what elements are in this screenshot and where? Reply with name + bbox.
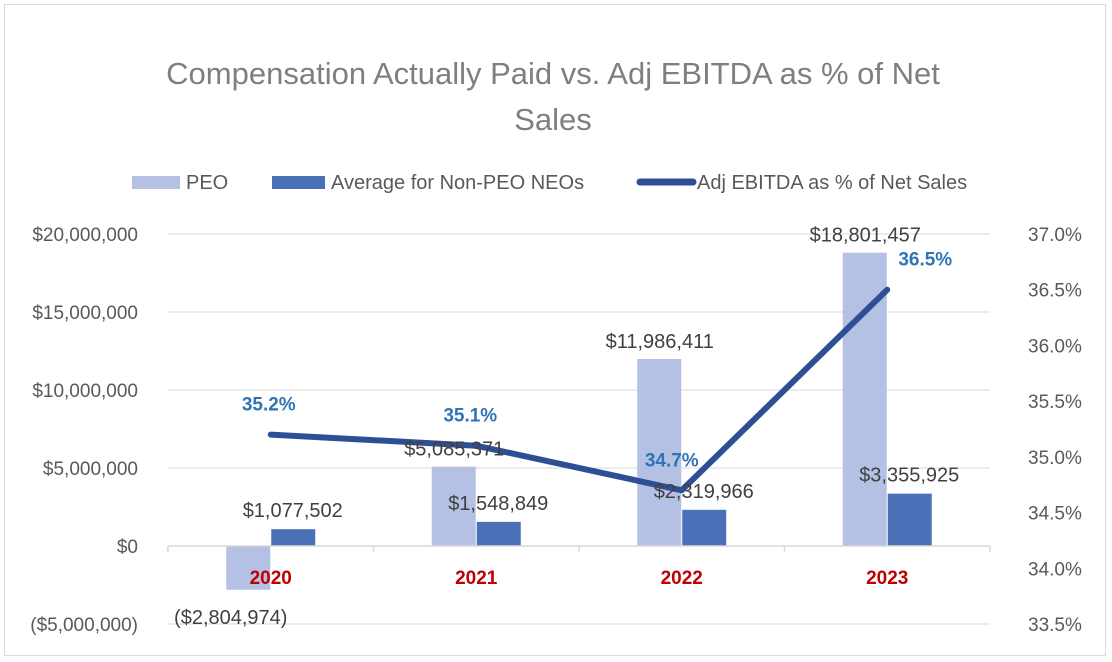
chart-title: Compensation Actually Paid vs. Adj EBITD… — [166, 56, 940, 137]
line-label-ebitda: 36.5% — [898, 250, 952, 271]
legend-swatch-peo — [132, 176, 180, 189]
bar-non-peo — [271, 529, 316, 546]
right-tick-label: 36.0% — [1028, 336, 1082, 357]
right-tick-label: 35.5% — [1028, 392, 1082, 413]
bar-label-non-peo: $1,548,849 — [448, 493, 548, 515]
chart-title-line-1: Compensation Actually Paid vs. Adj EBITD… — [166, 56, 940, 91]
bar-non-peo — [476, 521, 521, 546]
line-label-ebitda: 34.7% — [645, 450, 699, 471]
bar-label-non-peo: $3,355,925 — [859, 465, 959, 487]
right-tick-label: 36.5% — [1028, 281, 1082, 302]
legend-label-ebitda: Adj EBITDA as % of Net Sales — [697, 172, 967, 194]
bar-label-peo: $5,085,371 — [404, 439, 504, 461]
left-axis: $20,000,000 $15,000,000 $10,000,000 $5,000,… — [30, 225, 138, 636]
line-label-ebitda: 35.1% — [443, 406, 497, 427]
category-label: 2022 — [661, 568, 703, 589]
line-label-ebitda: 35.2% — [242, 395, 296, 416]
chart-legend: PEO Average for Non-PEO NEOs Adj EBITDA … — [132, 172, 967, 194]
chart-title-line-2: Sales — [514, 102, 592, 137]
bar-peo — [637, 359, 682, 546]
bar-data-labels: ($2,804,974) $1,077,502 $5,085,371 $1,548,8… — [174, 225, 959, 629]
ebitda-line-series — [267, 286, 891, 494]
category-labels: 2020 2021 2022 2023 — [250, 568, 909, 589]
ebitda-line — [267, 286, 891, 494]
right-tick-label: 35.0% — [1028, 448, 1082, 469]
bar-peo — [842, 252, 887, 546]
bar-label-non-peo: $2,319,966 — [654, 481, 754, 503]
right-tick-label: 34.0% — [1028, 559, 1082, 580]
bar-peo — [226, 546, 271, 590]
category-label: 2020 — [250, 568, 292, 589]
left-tick-label: $5,000,000 — [43, 459, 138, 480]
bar-peo — [431, 466, 476, 546]
left-tick-label: $15,000,000 — [32, 303, 138, 324]
left-tick-label: $10,000,000 — [32, 381, 138, 402]
left-tick-label: $20,000,000 — [32, 225, 138, 246]
category-label: 2023 — [866, 568, 908, 589]
chart-frame — [4, 4, 1106, 656]
left-tick-label: $0 — [117, 537, 138, 558]
line-data-labels: 35.2% 35.1% 34.7% 36.5% — [242, 250, 952, 472]
bar-series — [226, 252, 932, 590]
right-tick-label: 33.5% — [1028, 615, 1082, 636]
bar-label-peo: $18,801,457 — [810, 225, 921, 247]
bar-label-peo: ($2,804,974) — [174, 607, 287, 629]
bar-label-peo: $11,986,411 — [606, 331, 714, 353]
bar-non-peo — [887, 493, 932, 546]
legend-label-non-peo: Average for Non-PEO NEOs — [331, 172, 584, 194]
legend-swatch-non-peo — [272, 176, 325, 189]
right-tick-label: 34.5% — [1028, 504, 1082, 525]
right-tick-label: 37.0% — [1028, 225, 1082, 246]
right-axis: 37.0% 36.5% 36.0% 35.5% 35.0% 34.5% 34.0% 33.5% — [1028, 225, 1082, 636]
x-axis — [167, 545, 991, 552]
left-tick-label: ($5,000,000) — [30, 615, 138, 636]
bar-label-non-peo: $1,077,502 — [243, 500, 343, 522]
bar-non-peo — [682, 509, 727, 546]
legend-label-peo: PEO — [186, 172, 228, 194]
category-label: 2021 — [455, 568, 498, 589]
